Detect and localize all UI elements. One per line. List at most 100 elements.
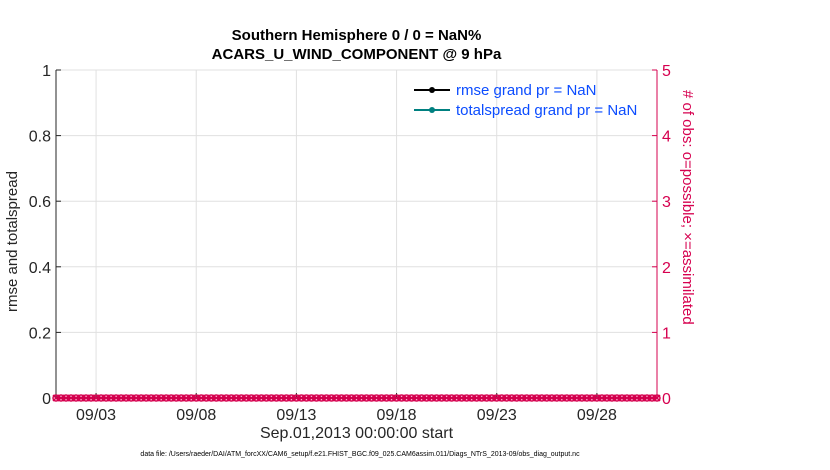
obs-possible-marker xyxy=(367,394,376,402)
obs-possible-marker xyxy=(192,394,200,402)
legend-line-totalspread xyxy=(414,107,450,113)
y-tick-label-right: 3 xyxy=(662,194,671,211)
obs-possible-marker xyxy=(618,394,626,402)
obs-possible-marker xyxy=(247,394,256,402)
obs-possible-marker xyxy=(457,394,466,402)
obs-possible-marker xyxy=(608,394,616,402)
obs-possible-marker xyxy=(157,394,165,402)
obs-possible-marker xyxy=(127,394,135,402)
y-tick-label-left: 0 xyxy=(42,391,51,408)
obs-possible-marker xyxy=(372,394,381,402)
x-tick-label: 09/28 xyxy=(577,407,617,424)
legend: rmse grand pr = NaN totalspread grand pr… xyxy=(412,80,637,120)
obs-possible-marker xyxy=(558,394,566,402)
obs-possible-marker xyxy=(322,394,331,402)
obs-possible-marker xyxy=(583,394,591,402)
obs-possible-marker xyxy=(222,394,231,402)
obs-possible-marker xyxy=(232,394,241,402)
obs-possible-marker xyxy=(292,394,301,402)
obs-possible-marker xyxy=(553,394,561,402)
obs-possible-marker xyxy=(207,394,216,402)
obs-possible-marker xyxy=(533,394,541,402)
obs-possible-marker xyxy=(407,394,416,402)
obs-possible-marker xyxy=(237,394,246,402)
x-tick-label: 09/13 xyxy=(276,407,316,424)
y-tick-label-left: 0.2 xyxy=(29,325,51,342)
obs-possible-marker xyxy=(643,394,651,402)
obs-possible-marker xyxy=(272,394,281,402)
obs-possible-marker xyxy=(613,394,621,402)
obs-possible-marker xyxy=(187,394,195,402)
obs-possible-marker xyxy=(297,394,306,402)
obs-possible-marker xyxy=(102,394,110,402)
y-tick-label-right: 2 xyxy=(662,260,671,277)
y-tick-label-right: 4 xyxy=(662,129,671,146)
chart-title-line1: Southern Hemisphere 0 / 0 = NaN% xyxy=(231,27,482,44)
obs-possible-marker xyxy=(573,394,581,402)
obs-possible-marker xyxy=(578,394,586,402)
obs-possible-marker xyxy=(477,394,486,402)
obs-possible-marker xyxy=(217,394,226,402)
obs-possible-marker xyxy=(287,394,296,402)
obs-possible-marker xyxy=(598,394,606,402)
obs-possible-marker xyxy=(427,394,436,402)
legend-item-rmse: rmse grand pr = NaN xyxy=(412,80,637,100)
legend-item-totalspread: totalspread grand pr = NaN xyxy=(412,100,637,120)
y-tick-label-left: 0.8 xyxy=(29,129,51,146)
obs-possible-marker xyxy=(588,394,596,402)
obs-possible-marker xyxy=(487,394,496,402)
obs-possible-marker xyxy=(568,394,576,402)
obs-possible-marker xyxy=(528,394,536,402)
y-tick-label-right: 5 xyxy=(662,63,671,80)
obs-possible-marker xyxy=(132,394,140,402)
obs-possible-marker xyxy=(437,394,446,402)
obs-possible-marker xyxy=(97,394,105,402)
obs-possible-marker xyxy=(82,394,90,402)
obs-possible-marker xyxy=(252,394,261,402)
obs-possible-marker xyxy=(472,394,481,402)
obs-possible-marker xyxy=(442,394,451,402)
obs-possible-marker xyxy=(452,394,461,402)
obs-possible-marker xyxy=(497,394,506,402)
obs-possible-marker xyxy=(392,394,401,402)
obs-possible-marker xyxy=(52,394,60,402)
obs-possible-marker xyxy=(337,394,346,402)
obs-possible-marker xyxy=(523,394,531,402)
x-axis-label: Sep.01,2013 00:00:00 start xyxy=(259,425,454,442)
obs-possible-marker xyxy=(623,394,631,402)
obs-possible-marker xyxy=(202,394,210,402)
obs-possible-marker xyxy=(543,394,551,402)
obs-possible-marker xyxy=(412,394,421,402)
obs-possible-marker xyxy=(162,394,170,402)
legend-line-rmse xyxy=(414,87,450,93)
obs-possible-marker xyxy=(508,394,516,402)
obs-possible-marker xyxy=(563,394,571,402)
obs-possible-marker xyxy=(87,394,95,402)
obs-possible-marker xyxy=(467,394,476,402)
obs-possible-marker xyxy=(382,394,391,402)
obs-possible-marker xyxy=(327,394,336,402)
obs-possible-marker xyxy=(257,394,266,402)
obs-possible-marker xyxy=(432,394,441,402)
obs-possible-marker xyxy=(57,394,65,402)
obs-possible-marker xyxy=(362,394,371,402)
obs-possible-marker xyxy=(107,394,115,402)
obs-possible-marker xyxy=(137,394,145,402)
obs-possible-marker xyxy=(227,394,236,402)
obs-possible-marker xyxy=(653,394,661,402)
x-tick-label: 09/03 xyxy=(76,407,116,424)
obs-possible-marker xyxy=(317,394,326,402)
obs-possible-marker xyxy=(492,394,501,402)
obs-possible-marker xyxy=(332,394,341,402)
obs-possible-marker xyxy=(387,394,396,402)
obs-possible-marker xyxy=(593,394,601,402)
obs-possible-marker xyxy=(267,394,276,402)
obs-possible-marker xyxy=(277,394,286,402)
data-file-text: data file: /Users/raeder/DAI/ATM_forcXX/… xyxy=(140,451,580,458)
obs-possible-marker xyxy=(112,394,120,402)
obs-possible-marker xyxy=(603,394,611,402)
obs-possible-marker xyxy=(282,394,291,402)
obs-possible-marker xyxy=(152,394,160,402)
obs-possible-marker xyxy=(62,394,70,402)
